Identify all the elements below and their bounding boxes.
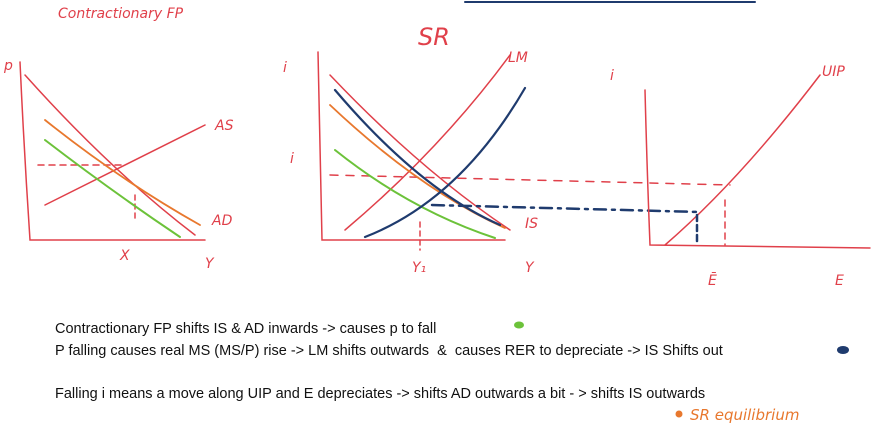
is-curve-new: [334, 149, 496, 239]
ad-curve: [24, 74, 196, 236]
axis-label: Y: [525, 260, 535, 276]
axes: [644, 89, 871, 249]
note-line: P falling causes real MS (MS/P) rise -> …: [55, 343, 723, 359]
uip-diagram: [644, 74, 871, 249]
annotation: SR equilibrium: [690, 406, 799, 424]
note-line: Contractionary FP shifts IS & AD inwards…: [55, 321, 436, 337]
axis-label: Y₁: [412, 260, 426, 276]
dashed-line: [430, 203, 702, 214]
axis-label: Y: [205, 256, 215, 272]
as-curve: [44, 124, 206, 206]
lm-curve-final: [363, 86, 527, 239]
ad-curve-new: [44, 139, 181, 238]
is-curve-final: [333, 88, 502, 227]
axis-label: i: [290, 151, 294, 167]
marker-dot: [675, 410, 683, 418]
axes: [19, 61, 206, 241]
is-lm-diagram: [317, 51, 731, 251]
curve-label: IS: [525, 216, 538, 232]
axis-label: i: [283, 60, 287, 76]
ad-curve-shifted: [44, 119, 201, 226]
note-line: Falling i means a move along UIP and E d…: [55, 386, 705, 402]
uip-curve: [664, 74, 821, 246]
curve-label: AD: [211, 213, 233, 229]
axes: [317, 51, 506, 241]
axis-label: i: [610, 68, 614, 84]
axis-label: Ē: [708, 272, 717, 289]
axis-label: X: [119, 248, 130, 264]
curve-label: LM: [508, 50, 528, 66]
axis-label: E: [835, 273, 844, 289]
heading: Contractionary FP: [58, 6, 184, 22]
section-label: SR: [418, 23, 450, 51]
lm-curve: [344, 54, 511, 231]
marker-dot: [837, 346, 849, 354]
axis-label: p: [3, 58, 13, 74]
marker-dot: [514, 321, 524, 329]
ad-as-diagram: [19, 61, 206, 241]
dashed-line: [329, 174, 731, 186]
curve-label: AS: [214, 118, 234, 134]
curve-label: UIP: [822, 64, 845, 80]
